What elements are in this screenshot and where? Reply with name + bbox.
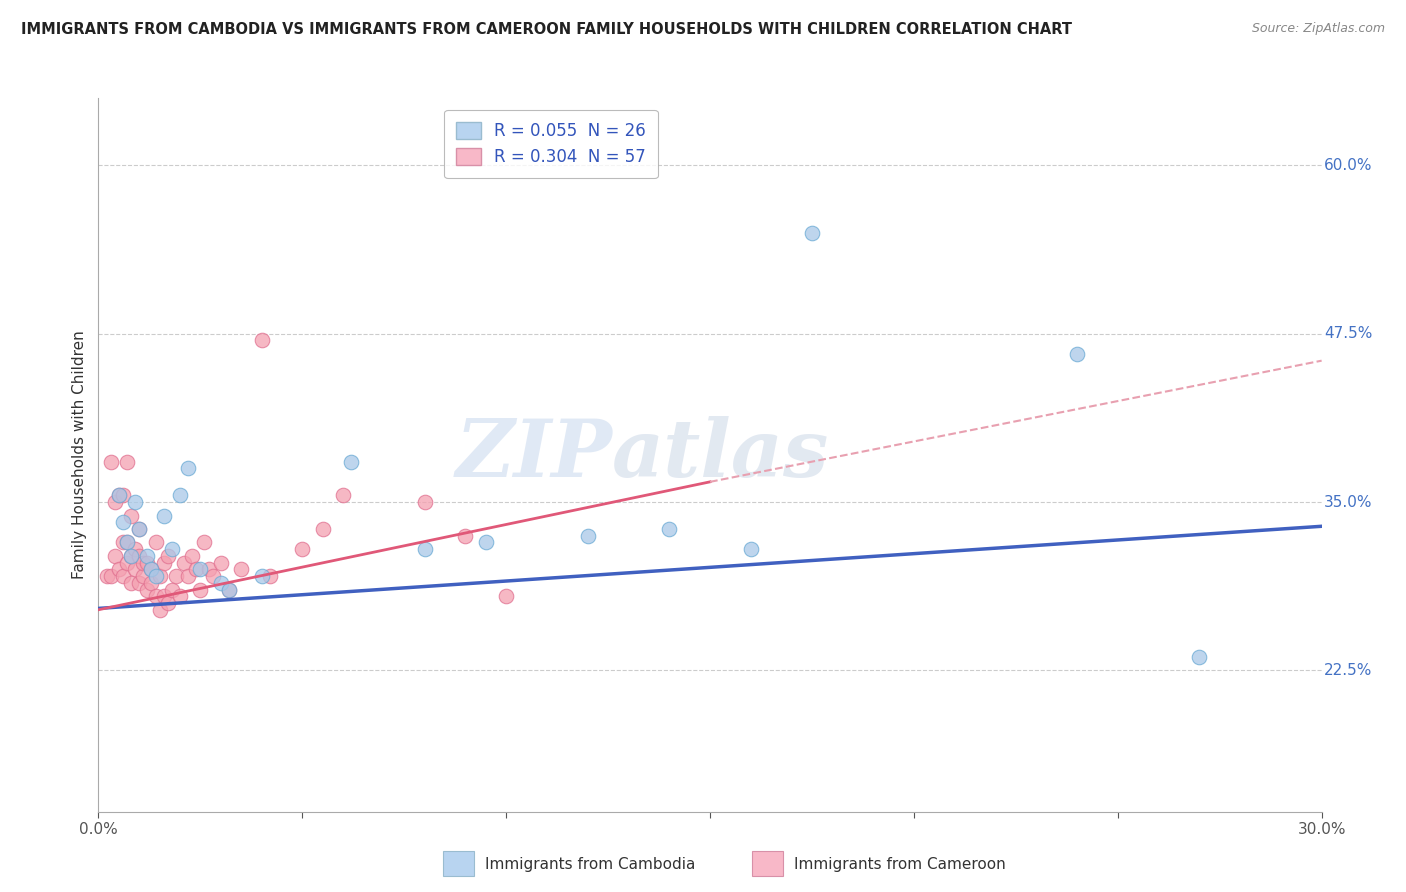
Text: 22.5%: 22.5% xyxy=(1324,663,1372,678)
Point xyxy=(115,535,138,549)
Point xyxy=(120,508,142,523)
Y-axis label: Family Households with Children: Family Households with Children xyxy=(72,331,87,579)
Point xyxy=(218,582,240,597)
Point xyxy=(740,542,762,557)
Text: 47.5%: 47.5% xyxy=(1324,326,1372,342)
Point xyxy=(152,589,174,603)
Text: Immigrants from Cambodia: Immigrants from Cambodia xyxy=(485,857,696,871)
Point xyxy=(128,575,150,590)
Point xyxy=(132,569,155,583)
Point xyxy=(115,535,138,549)
Point xyxy=(100,569,122,583)
Point xyxy=(108,488,131,502)
Point xyxy=(209,575,232,590)
Point xyxy=(128,549,150,563)
Point xyxy=(197,562,219,576)
Point xyxy=(576,529,599,543)
Point xyxy=(96,569,118,583)
Point xyxy=(124,562,146,576)
Point xyxy=(152,556,174,570)
Point xyxy=(108,562,131,576)
Point xyxy=(186,562,208,576)
Point xyxy=(149,603,172,617)
Text: IMMIGRANTS FROM CAMBODIA VS IMMIGRANTS FROM CAMEROON FAMILY HOUSEHOLDS WITH CHIL: IMMIGRANTS FROM CAMBODIA VS IMMIGRANTS F… xyxy=(21,22,1073,37)
Point xyxy=(312,522,335,536)
Legend: R = 0.055  N = 26, R = 0.304  N = 57: R = 0.055 N = 26, R = 0.304 N = 57 xyxy=(444,110,658,178)
Point xyxy=(209,556,232,570)
Point xyxy=(1188,649,1211,664)
Point xyxy=(413,542,436,557)
Point xyxy=(193,535,215,549)
Point xyxy=(120,549,142,563)
Text: ZIP: ZIP xyxy=(456,417,612,493)
Point xyxy=(801,226,824,240)
Point xyxy=(111,488,134,502)
Point xyxy=(188,562,212,576)
Point xyxy=(160,542,183,557)
Point xyxy=(250,334,273,348)
Point xyxy=(145,535,167,549)
Point xyxy=(160,582,183,597)
Point xyxy=(141,575,163,590)
Point xyxy=(495,589,517,603)
Point xyxy=(141,562,163,576)
Point xyxy=(141,562,163,576)
Point xyxy=(658,522,681,536)
Point xyxy=(340,455,363,469)
Text: atlas: atlas xyxy=(612,417,830,493)
Point xyxy=(156,549,179,563)
Point xyxy=(169,589,191,603)
Point xyxy=(104,495,127,509)
Point xyxy=(156,596,179,610)
Point xyxy=(120,575,142,590)
Point xyxy=(188,582,212,597)
Point xyxy=(218,582,240,597)
Point xyxy=(128,522,150,536)
Point xyxy=(111,535,134,549)
Point xyxy=(120,549,142,563)
Point xyxy=(165,569,187,583)
Point xyxy=(124,542,146,557)
Point xyxy=(169,488,191,502)
Point xyxy=(100,455,122,469)
Point xyxy=(149,569,172,583)
Point xyxy=(250,569,273,583)
Point xyxy=(291,542,314,557)
Point xyxy=(332,488,354,502)
Text: 35.0%: 35.0% xyxy=(1324,494,1372,509)
Point xyxy=(474,535,498,549)
Point xyxy=(145,589,167,603)
Point xyxy=(454,529,477,543)
Point xyxy=(128,522,150,536)
Point xyxy=(177,569,200,583)
Point xyxy=(104,549,127,563)
Point xyxy=(259,569,281,583)
Point xyxy=(111,515,134,529)
Point xyxy=(177,461,200,475)
Text: Source: ZipAtlas.com: Source: ZipAtlas.com xyxy=(1251,22,1385,36)
Point xyxy=(173,556,195,570)
Point xyxy=(115,556,138,570)
Point xyxy=(132,556,155,570)
Point xyxy=(111,569,134,583)
Point xyxy=(1066,347,1088,361)
Point xyxy=(136,549,159,563)
Point xyxy=(145,569,167,583)
Point xyxy=(231,562,253,576)
Point xyxy=(181,549,204,563)
Point xyxy=(413,495,436,509)
Point xyxy=(115,455,138,469)
Point xyxy=(136,582,159,597)
Text: Immigrants from Cameroon: Immigrants from Cameroon xyxy=(794,857,1007,871)
Point xyxy=(152,508,174,523)
Text: 60.0%: 60.0% xyxy=(1324,158,1372,173)
Point xyxy=(124,495,146,509)
Point xyxy=(201,569,224,583)
Point xyxy=(136,556,159,570)
Point xyxy=(108,488,131,502)
